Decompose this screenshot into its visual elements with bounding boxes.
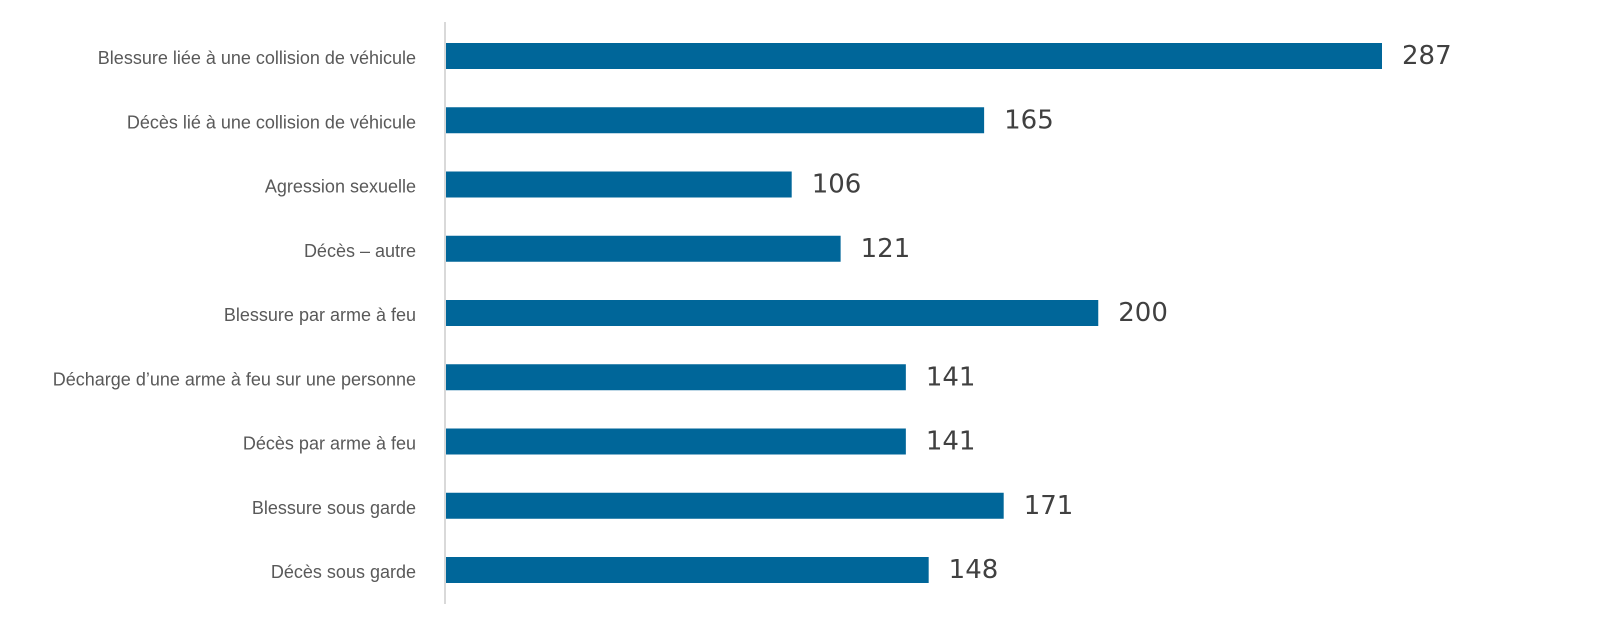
bar-5 — [446, 364, 906, 391]
bar-6 — [446, 428, 906, 455]
category-label-1: Décès lié à une collision de véhicule — [127, 112, 416, 132]
bars-group — [446, 43, 1382, 583]
value-label-6: 141 — [926, 427, 976, 457]
value-label-4: 200 — [1118, 298, 1168, 328]
bar-4 — [446, 300, 1099, 326]
category-label-8: Décès sous garde — [271, 562, 416, 582]
bar-7 — [446, 492, 1004, 519]
bar-3 — [446, 235, 841, 262]
value-label-0: 287 — [1402, 41, 1452, 71]
value-label-7: 171 — [1024, 491, 1074, 521]
category-label-7: Blessure sous garde — [252, 498, 416, 518]
category-label-0: Blessure liée à une collision de véhicul… — [98, 48, 416, 68]
category-label-5: Décharge d’une arme à feu sur une person… — [53, 369, 416, 389]
bar-8 — [446, 557, 929, 583]
category-label-2: Agression sexuelle — [265, 177, 416, 197]
bar-2 — [446, 171, 792, 198]
bar-0 — [446, 43, 1382, 69]
category-label-3: Décès – autre — [304, 241, 416, 261]
category-labels-group: Blessure liée à une collision de véhicul… — [53, 48, 416, 582]
category-label-6: Décès par arme à feu — [243, 434, 416, 454]
bar-1 — [446, 107, 985, 134]
value-label-5: 141 — [926, 362, 976, 392]
value-label-1: 165 — [1004, 105, 1054, 135]
value-label-8: 148 — [949, 555, 999, 585]
category-label-4: Blessure par arme à feu — [224, 305, 416, 325]
value-label-2: 106 — [812, 170, 862, 200]
value-label-3: 121 — [861, 234, 911, 264]
value-labels-group: 287 165 106 121 200 141 141 171 148 — [812, 41, 1452, 585]
